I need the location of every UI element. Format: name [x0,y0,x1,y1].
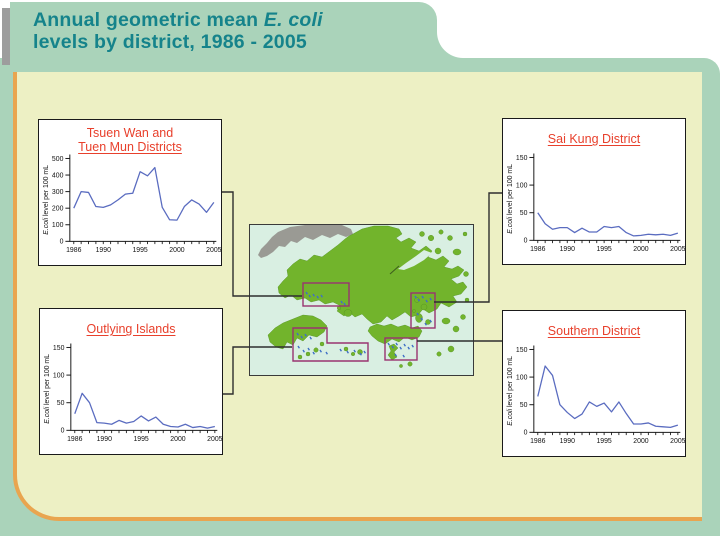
svg-text:2000: 2000 [633,438,648,445]
chart-title-line: Tsuen Wan and [86,126,174,140]
svg-text:300: 300 [52,189,64,196]
svg-text:1995: 1995 [596,246,611,253]
svg-text:0: 0 [524,430,528,437]
line-plot-sai-kung: 0 50 100 150 1986 1990 1995 2000 2005 E.coli leve… [507,153,685,253]
svg-text:50: 50 [57,400,65,407]
svg-text:100: 100 [516,374,528,381]
svg-text:2000: 2000 [633,246,648,253]
line-plot-tsuen-wan-tuen-mun: 0 100 200 300 400 500 1986 1990 1995 2000 2005 E.co… [43,154,221,254]
page-title-line2: levels by district, 1986 - 2005 [33,31,307,53]
page-title: Annual geometric mean E. coli levels by … [33,9,323,53]
district-rect-outlying-islands [292,327,369,362]
title-banner-tab [10,2,437,62]
chart-title-line: Outlying Islands [86,322,176,336]
chart-title-line: Sai Kung District [547,132,641,146]
line-plot-southern: 0 50 100 150 1986 1990 1995 2000 2005 E.coli leve… [507,345,685,445]
hong-kong-map [249,224,474,376]
harbour-channel-line [389,265,400,275]
left-gray-accent-bar [2,8,10,65]
svg-text:1995: 1995 [596,438,611,445]
svg-text:2005: 2005 [670,438,685,445]
chart-title: Tsuen Wan and Tuen Mun Districts [39,126,221,154]
svg-text:2000: 2000 [169,247,184,254]
svg-text:1995: 1995 [132,247,147,254]
chart-title-line: Tuen Mun Districts [78,140,182,154]
svg-text:0: 0 [60,239,64,246]
svg-text:1990: 1990 [560,246,575,253]
svg-text:1990: 1990 [96,247,111,254]
beach-markers [296,291,432,358]
svg-text:50: 50 [520,210,528,217]
svg-text:1995: 1995 [133,436,148,443]
svg-text:0: 0 [61,428,65,435]
hong-kong-map-svg [250,225,473,375]
page-title-italic-species: E. coli [263,9,323,31]
tolo-harbour-inlet [398,250,432,270]
svg-text:1986: 1986 [530,438,545,445]
line-plot-outlying-islands: 0 50 100 150 1986 1990 1995 2000 2005 E.coli leve… [44,343,222,443]
svg-text:200: 200 [52,206,64,213]
district-rect-southern [384,337,418,361]
svg-text:50: 50 [520,402,528,409]
chart-panel-southern: 0 50 100 150 1986 1990 1995 2000 2005 E.coli leve… [502,310,686,457]
svg-text:E.coli level per 100 mL: E.coli level per 100 mL [507,164,514,234]
chart-title-line: Southern District [547,324,641,338]
svg-text:0: 0 [524,238,528,245]
svg-text:1986: 1986 [66,247,81,254]
svg-text:1986: 1986 [67,436,82,443]
chart-title: Southern District [503,324,685,338]
svg-text:150: 150 [516,347,528,354]
svg-text:100: 100 [53,372,65,379]
svg-text:100: 100 [516,182,528,189]
svg-text:2005: 2005 [670,246,685,253]
district-rect-tsuen-wan-tuen-mun [302,282,350,307]
svg-text:E.coli level per 100 mL: E.coli level per 100 mL [44,354,51,424]
svg-text:150: 150 [516,155,528,162]
district-rect-sai-kung [410,292,436,329]
page-title-line1: Annual geometric mean E. coli [33,9,323,31]
svg-text:1986: 1986 [530,246,545,253]
svg-text:2005: 2005 [206,247,221,254]
hong-kong-island [367,323,423,345]
svg-text:150: 150 [53,345,65,352]
svg-text:E.coli level per 100 mL: E.coli level per 100 mL [43,165,50,235]
chart-panel-outlying-islands: 0 50 100 150 1986 1990 1995 2000 2005 E.coli leve… [39,308,223,455]
svg-text:500: 500 [52,156,64,163]
chart-panel-sai-kung: 0 50 100 150 1986 1990 1995 2000 2005 E.coli leve… [502,118,686,265]
svg-text:2000: 2000 [170,436,185,443]
svg-text:1990: 1990 [97,436,112,443]
svg-text:E.coli level per 100 mL: E.coli level per 100 mL [507,356,514,426]
svg-text:1990: 1990 [560,438,575,445]
svg-text:100: 100 [52,222,64,229]
svg-text:400: 400 [52,172,64,179]
chart-title: Sai Kung District [503,132,685,146]
chart-title: Outlying Islands [40,322,222,336]
svg-text:2005: 2005 [207,436,222,443]
chart-panel-tsuen-wan-tuen-mun: 0 100 200 300 400 500 1986 1990 1995 2000 2005 E.co… [38,119,222,266]
